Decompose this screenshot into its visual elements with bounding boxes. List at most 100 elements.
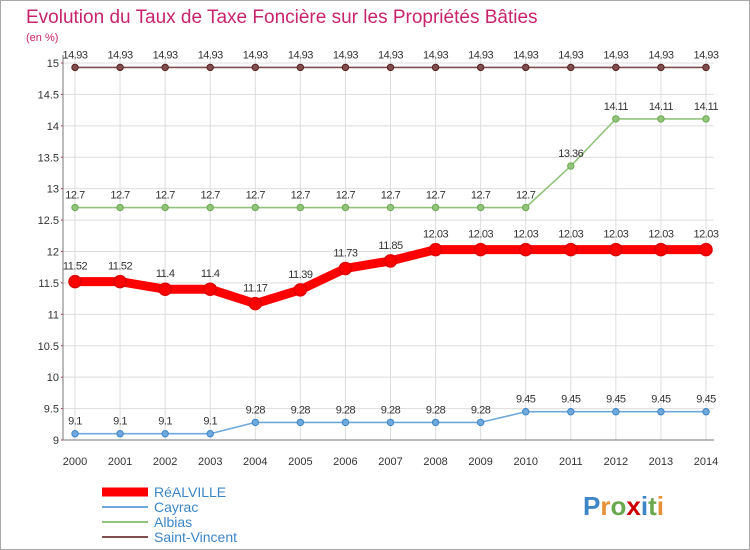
- proxiti-logo-text: Proxiti: [583, 491, 664, 521]
- data-label: 14.93: [558, 49, 583, 61]
- data-point: [68, 274, 82, 289]
- x-tick-label: 2005: [288, 456, 312, 468]
- data-point: [116, 203, 124, 212]
- data-label: 12.03: [693, 229, 718, 241]
- y-axis-label: (en %): [26, 32, 58, 44]
- x-tick-label: 2009: [468, 456, 492, 468]
- data-point: [702, 408, 710, 416]
- data-point: [206, 430, 214, 438]
- data-point: [296, 63, 305, 72]
- data-label: 9.45: [561, 394, 581, 406]
- y-tick-label: 11.5: [38, 278, 59, 290]
- data-point: [431, 203, 440, 212]
- data-point: [386, 63, 395, 72]
- data-label: 12.7: [201, 190, 221, 202]
- data-label: 14.93: [153, 49, 178, 61]
- data-label: 14.11: [649, 101, 674, 113]
- data-label: 12.7: [381, 190, 401, 202]
- data-label: 9.28: [426, 404, 446, 416]
- y-tick-label: 13.5: [38, 152, 59, 164]
- data-point: [699, 242, 713, 257]
- data-point: [612, 63, 620, 72]
- data-point: [293, 283, 308, 297]
- x-tick-label: 2007: [378, 456, 402, 468]
- x-tick-label: 2011: [559, 456, 583, 468]
- data-label: 14.93: [423, 49, 448, 61]
- x-tick-label: 2006: [333, 456, 357, 468]
- y-tick-label: 12: [47, 247, 59, 259]
- x-tick-label: 2000: [63, 456, 87, 468]
- data-label: 14.93: [603, 49, 628, 61]
- data-label: 9.1: [68, 416, 82, 428]
- y-tick-label: 9: [53, 435, 59, 447]
- logo-letter: i: [641, 491, 648, 521]
- data-label: 9.45: [651, 394, 671, 406]
- proxiti-logo: Proxiti: [583, 491, 664, 521]
- data-point: [612, 115, 620, 123]
- data-label: 14.93: [288, 49, 313, 61]
- data-point: [341, 203, 350, 212]
- data-label: 11.52: [108, 261, 133, 273]
- data-point: [386, 203, 395, 212]
- legend-label: Saint-Vincent: [154, 529, 237, 545]
- data-label: 12.7: [336, 190, 356, 202]
- data-label: 14.93: [513, 49, 538, 61]
- chart-title: Evolution du Taux de Taxe Foncière sur l…: [26, 7, 538, 28]
- x-tick-label: 2014: [694, 456, 718, 468]
- data-point: [251, 418, 259, 427]
- data-label: 14.93: [333, 49, 358, 61]
- logo-letter: o: [610, 491, 626, 521]
- data-label: 11.39: [288, 269, 313, 281]
- x-tick-label: 2002: [153, 456, 177, 468]
- data-label: 14.93: [468, 49, 493, 61]
- data-point: [341, 63, 350, 72]
- data-point: [341, 418, 350, 427]
- data-label: 11.85: [378, 240, 403, 252]
- data-point: [251, 203, 259, 212]
- y-tick-label: 9.5: [44, 404, 59, 416]
- data-point: [431, 63, 440, 72]
- data-point: [476, 418, 485, 427]
- logo-letter: P: [583, 491, 600, 521]
- data-label: 14.93: [108, 49, 133, 61]
- data-point: [296, 418, 305, 427]
- data-label: 9.45: [696, 394, 716, 406]
- x-tick-label: 2013: [649, 456, 673, 468]
- data-point: [71, 203, 79, 212]
- data-point: [473, 242, 488, 257]
- data-point: [518, 242, 533, 257]
- data-label: 14.93: [378, 49, 403, 61]
- x-tick-label: 2003: [198, 456, 222, 468]
- data-label: 12.7: [291, 190, 311, 202]
- data-point: [206, 63, 214, 72]
- data-label: 9.28: [381, 404, 401, 416]
- y-tick-label: 10: [47, 372, 59, 384]
- x-tick-label: 2012: [604, 456, 628, 468]
- data-point: [248, 296, 263, 311]
- data-label: 9.45: [516, 394, 536, 406]
- data-label: 9.28: [291, 404, 311, 416]
- data-label: 12.7: [426, 190, 446, 202]
- data-point: [522, 203, 530, 212]
- data-point: [116, 430, 124, 438]
- y-tick-label: 11: [48, 309, 59, 321]
- data-label: 9.28: [471, 404, 491, 416]
- data-point: [476, 63, 485, 72]
- logo-letter: x: [626, 491, 641, 521]
- data-label: 12.03: [468, 229, 493, 241]
- x-tick-label: 2001: [108, 456, 132, 468]
- data-point: [564, 242, 578, 257]
- data-label: 12.03: [513, 229, 538, 241]
- data-point: [296, 203, 305, 212]
- x-tick-label: 2008: [423, 456, 447, 468]
- data-label: 12.03: [423, 229, 448, 241]
- data-label: 9.1: [113, 416, 127, 428]
- data-point: [567, 63, 575, 72]
- series-lines: [68, 63, 713, 438]
- data-label: 13.36: [558, 148, 583, 160]
- data-point: [567, 408, 575, 416]
- data-label: 12.03: [603, 229, 628, 241]
- data-label: 11.73: [333, 247, 358, 259]
